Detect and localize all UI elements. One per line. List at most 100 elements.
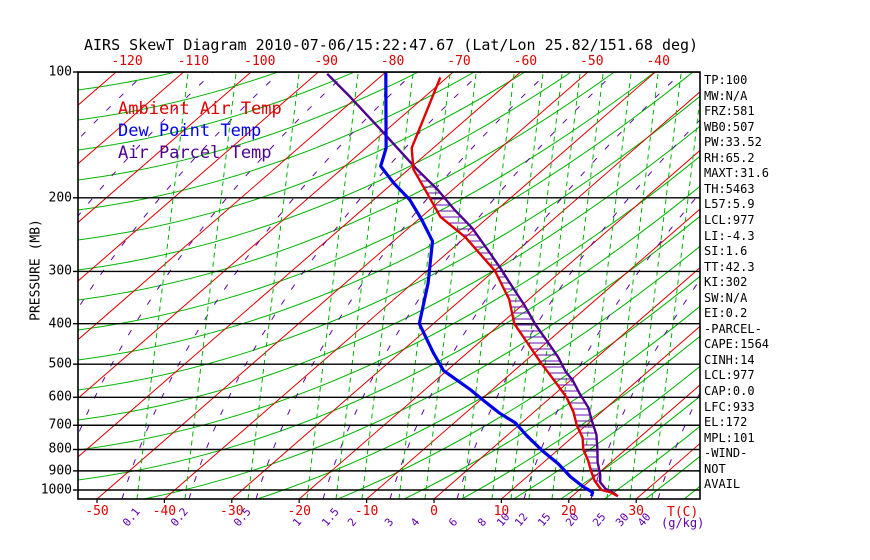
stats-line: -WIND- [704, 446, 748, 461]
stats-line: TT:42.3 [704, 259, 755, 274]
dry-adiabat-line [78, 72, 420, 181]
mixing-ratio-line [306, 72, 359, 499]
stats-line: CAPE:1564 [704, 337, 770, 352]
legend-item: Air Parcel Temp [118, 143, 272, 163]
stats-line: NOT [704, 461, 726, 476]
mixing-ratio-line [462, 72, 515, 499]
isotherm-line [78, 72, 117, 106]
stats-line: TP:100 [704, 73, 748, 87]
bottom-temp-tick-label: 0 [430, 504, 438, 519]
moist-adiabat-line [590, 279, 700, 499]
ambient-temp-curve [410, 76, 619, 498]
dry-adiabat-line [78, 72, 694, 361]
top-temp-tick-label: -60 [513, 54, 538, 69]
stats-line: WB0:507 [704, 119, 755, 134]
bottom-temp-tick-label: -40 [152, 504, 177, 519]
stats-line: TH:5463 [704, 181, 755, 196]
pressure-tick-label: 400 [48, 316, 72, 332]
pressure-tick-label: 800 [48, 441, 72, 457]
mixing-ratio-line [398, 72, 451, 499]
stats-line: LCL:977 [704, 368, 755, 383]
stats-line: FRZ:581 [704, 104, 755, 119]
dry-adiabat-line [559, 395, 700, 499]
stats-line: LCL:977 [704, 212, 755, 227]
stats-line: MPL:101 [704, 430, 755, 445]
bottom-temp-tick-label: 30 [628, 504, 645, 519]
top-temp-tick-label: -120 [111, 54, 143, 69]
stats-line: SW:N/A [704, 290, 748, 305]
stats-line: LI:-4.3 [704, 228, 755, 243]
stats-line: EL:172 [704, 415, 748, 430]
dry-adiabat-line [460, 335, 700, 499]
mixing-ratio-line [629, 72, 682, 499]
isotherm-line [298, 149, 700, 499]
isotherm-line [164, 72, 656, 499]
isotherm-line [78, 72, 454, 399]
parcel-temp-curve [326, 72, 619, 498]
pressure-tick-label: 600 [48, 389, 72, 405]
bottom-temp-tick-label: -20 [287, 504, 311, 519]
bottom-temp-tick-label: -50 [85, 504, 109, 519]
stats-line: KI:302 [704, 275, 748, 290]
pressure-tick-label: 100 [48, 64, 72, 80]
dry-adiabat-line [512, 365, 700, 499]
isotherm-line [366, 208, 700, 499]
mixing-ratio-unit-label: (g/kg) [661, 516, 705, 530]
bottom-temp-tick-label: -30 [220, 504, 244, 519]
dry-adiabat-line [78, 155, 700, 451]
dry-adiabat-line [78, 72, 616, 301]
page-title: AIRS SkewT Diagram 2010-07-06/15:22:47.6… [84, 36, 699, 54]
top-temp-tick-label: -80 [380, 54, 405, 69]
legend-item: Ambient Air Temp [118, 99, 282, 119]
moist-adiabat-line [121, 72, 415, 499]
isotherm-line [78, 72, 319, 282]
isotherm-line [231, 91, 700, 499]
isotherm-line [78, 72, 184, 165]
temp-unit-label: T(C) [667, 505, 699, 520]
isotherm-line [568, 384, 700, 499]
pressure-tick-label: 1000 [40, 482, 72, 498]
stats-line: PW:33.52 [704, 135, 762, 150]
stats-line: RH:65.2 [704, 150, 755, 165]
moist-adiabat-line [389, 72, 683, 499]
isotherm-line [78, 72, 521, 458]
bottom-temp-tick-label: -10 [354, 504, 379, 519]
dry-adiabat-line [78, 72, 356, 151]
isotherm-line [433, 267, 700, 499]
moist-adiabat-line [188, 72, 482, 499]
stats-line: -PARCEL- [704, 321, 762, 336]
mixing-ratio-line [579, 72, 632, 499]
pressure-tick-label: 900 [48, 463, 72, 479]
dry-adiabat-line [78, 546, 700, 560]
dry-adiabat-line [78, 72, 476, 211]
stats-line: CAP:0.0 [704, 384, 755, 398]
top-temp-tick-label: -90 [314, 54, 338, 69]
pressure-tick-label: 200 [48, 190, 72, 206]
top-temp-tick-label: -40 [646, 54, 670, 69]
moist-adiabat-line [0, 72, 12, 499]
pressure-tick-label: 300 [48, 263, 72, 279]
dew-point-curve [379, 72, 595, 497]
moist-adiabat-line [78, 72, 281, 310]
dry-adiabat-line [78, 185, 700, 481]
plot-border [77, 71, 701, 500]
mixing-ratio-line [528, 72, 581, 499]
dry-adiabat-line [78, 72, 656, 331]
isotherm-line [78, 72, 252, 224]
dry-adiabat-line [78, 72, 178, 91]
legend-item: Dew Point Temp [118, 121, 262, 141]
dry-adiabat-line [255, 245, 700, 499]
pressure-tick-label: 700 [48, 417, 72, 433]
isotherm-line [78, 72, 387, 341]
stats-line: EI:0.2 [704, 306, 748, 321]
dry-adiabat-line [141, 215, 700, 499]
stats-line: L57:5.9 [704, 197, 755, 212]
moist-adiabat-line [78, 72, 348, 437]
moist-adiabat-line [523, 192, 700, 499]
moist-adiabat-line [456, 119, 700, 499]
stats-line: AVAIL [704, 477, 741, 492]
top-temp-tick-label: -110 [177, 54, 210, 69]
top-temp-tick-label: -50 [580, 54, 604, 69]
